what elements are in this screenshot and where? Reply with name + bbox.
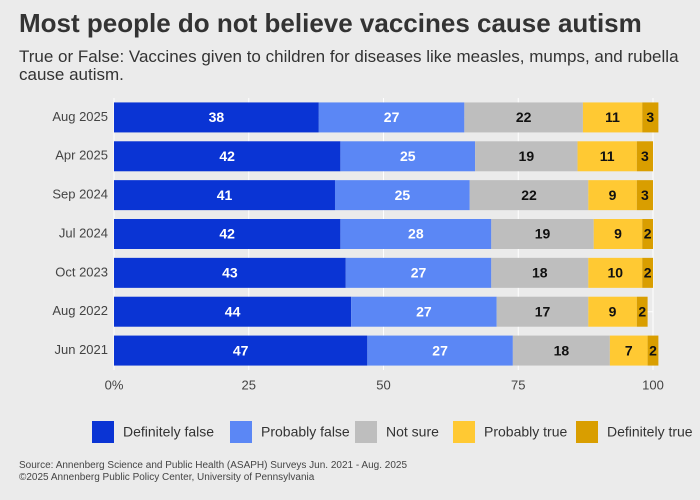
legend-swatch	[576, 421, 598, 443]
legend-swatch	[230, 421, 252, 443]
data-label: 42	[219, 148, 235, 164]
data-label: 17	[535, 303, 551, 319]
x-tick-label: 25	[242, 377, 256, 392]
bar-segment	[588, 257, 643, 288]
bar-segment	[593, 219, 643, 249]
bar-segment	[340, 219, 492, 249]
bar-segment	[647, 335, 659, 366]
data-label: 18	[554, 342, 570, 358]
bar-segment	[636, 141, 653, 172]
data-label: 27	[416, 303, 432, 319]
data-label: 10	[607, 265, 623, 281]
y-tick-label: Jul 2024	[59, 225, 108, 240]
data-label: 18	[532, 265, 548, 281]
data-label: 27	[384, 109, 400, 125]
y-tick-label: Jun 2021	[55, 342, 109, 357]
bar-segment	[642, 257, 653, 288]
data-label: 2	[644, 265, 652, 281]
data-label: 3	[641, 148, 649, 164]
bar-segment	[114, 180, 335, 211]
data-label: 9	[609, 303, 617, 319]
data-label: 2	[649, 342, 657, 358]
bar-segment	[464, 102, 583, 133]
bar-segment	[114, 296, 352, 327]
source: Source: Annenberg Science and Public Hea…	[19, 460, 408, 471]
legend-swatch	[92, 421, 114, 443]
bar-segment	[496, 296, 589, 327]
bar-segment	[114, 102, 319, 133]
bar-segment	[609, 335, 648, 366]
data-label: 41	[217, 187, 233, 203]
data-label: 28	[408, 226, 424, 242]
bar-segment	[642, 219, 653, 249]
data-label: 47	[233, 342, 249, 358]
bar-segment	[582, 102, 643, 133]
bar-segment	[588, 296, 637, 327]
legend-label: Not sure	[386, 424, 439, 440]
x-tick-label: 0%	[105, 377, 124, 392]
bar-segment	[345, 257, 492, 288]
legend-label: Definitely false	[123, 424, 214, 440]
legend-label: Probably false	[261, 424, 350, 440]
bar-segment	[114, 141, 341, 172]
bar-segment	[491, 219, 594, 249]
data-label: 9	[614, 226, 622, 242]
bar-segment	[318, 102, 465, 133]
data-label: 2	[644, 226, 652, 242]
data-label: 25	[400, 148, 416, 164]
data-label: 11	[600, 148, 615, 164]
legend-swatch	[355, 421, 377, 443]
data-label: 43	[222, 265, 238, 281]
bar-segment	[351, 296, 497, 327]
data-label: 19	[535, 226, 551, 242]
data-label: 9	[609, 187, 617, 203]
bar-segment	[512, 335, 610, 366]
bar-segment	[636, 296, 648, 327]
chart-title: Most people do not believe vaccines caus…	[19, 8, 642, 38]
bar-segment	[367, 335, 513, 366]
y-tick-label: Aug 2022	[52, 303, 108, 318]
data-label: 2	[638, 303, 646, 319]
bar-segment	[636, 180, 653, 211]
bar-segment	[114, 257, 346, 288]
y-tick-label: Apr 2025	[55, 148, 108, 163]
bar-segment	[577, 141, 637, 172]
data-label: 11	[605, 109, 620, 125]
y-tick-label: Aug 2025	[52, 109, 108, 124]
copyright: ©2025 Annenberg Public Policy Center, Un…	[19, 472, 315, 483]
data-label: 3	[641, 187, 649, 203]
chart-subtitle: True or False: Vaccines given to childre…	[19, 47, 679, 84]
data-label: 27	[411, 265, 427, 281]
data-label: 3	[646, 109, 654, 125]
data-label: 25	[395, 187, 411, 203]
bar-segment	[642, 102, 659, 133]
bar-segment	[469, 180, 589, 211]
y-tick-label: Sep 2024	[52, 187, 108, 202]
data-label: 27	[432, 342, 448, 358]
data-label: 7	[625, 342, 633, 358]
bar-segment	[114, 335, 368, 366]
legend-label: Definitely true	[607, 424, 693, 440]
legend-swatch	[453, 421, 475, 443]
bar-segment	[475, 141, 578, 172]
x-tick-label: 75	[511, 377, 525, 392]
data-label: 22	[516, 109, 532, 125]
data-label: 44	[225, 303, 241, 319]
x-tick-label: 50	[376, 377, 390, 392]
bar-segment	[340, 141, 476, 172]
bar-segment	[114, 219, 341, 249]
data-label: 19	[519, 148, 535, 164]
data-label: 38	[209, 109, 225, 125]
data-label: 42	[219, 226, 235, 242]
legend-label: Probably true	[484, 424, 567, 440]
y-tick-label: Oct 2023	[55, 264, 108, 279]
bar-segment	[491, 257, 589, 288]
bar-segment	[334, 180, 470, 211]
x-tick-label: 100	[642, 377, 664, 392]
bar-segment	[588, 180, 637, 211]
data-label: 22	[521, 187, 537, 203]
